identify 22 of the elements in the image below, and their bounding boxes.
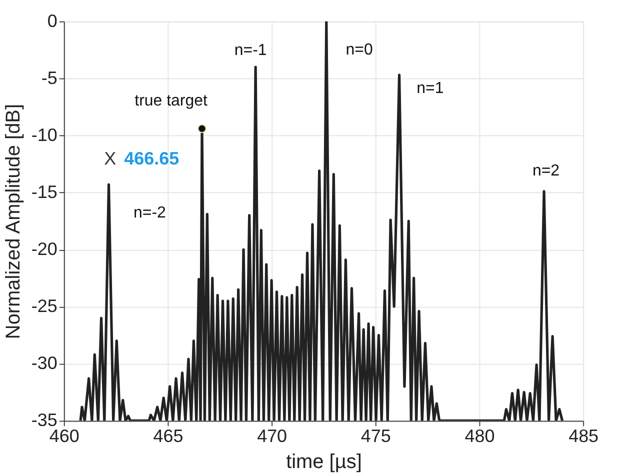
x-tick-label: 475 [360,426,391,446]
annotation: n=-2 [133,204,166,222]
x-axis-title: time [µs] [286,451,362,474]
annotation: n=2 [532,162,560,180]
annotation: true target [134,92,208,110]
annotation: n=0 [346,41,373,58]
y-tick-label: 0 [47,10,58,31]
x-tick-label: 465 [153,426,184,446]
annotation: X 466.65 [104,148,180,169]
y-tick-label: -30 [31,353,58,374]
y-tick-label: -10 [31,124,58,145]
y-tick-label: -15 [31,182,58,202]
y-tick-label: -25 [31,296,58,316]
line-series [79,21,564,421]
annotation: n=-1 [234,42,267,60]
y-axis-title: Normalized Amplitude [dB] [2,104,24,340]
y-tick-label: -5 [41,68,58,88]
y-tick-label: -20 [31,239,58,260]
x-tick-label: 485 [568,426,599,446]
x-tick-label: 470 [257,426,288,446]
x-tick-label: 480 [464,426,495,446]
annotation: n=1 [416,80,444,97]
